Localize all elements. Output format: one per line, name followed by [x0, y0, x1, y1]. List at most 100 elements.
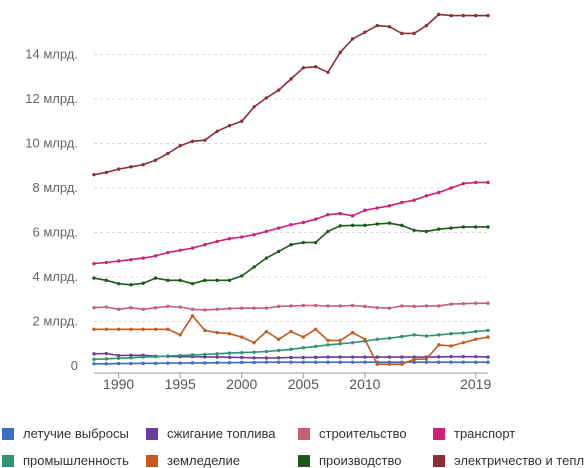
data-point [461, 354, 466, 359]
data-point [412, 333, 416, 337]
data-point [424, 357, 429, 361]
data-point [190, 281, 195, 286]
data-point [289, 223, 293, 227]
data-point [313, 303, 318, 308]
data-point [363, 208, 367, 212]
data-point [400, 223, 404, 228]
data-point [326, 355, 330, 359]
data-point [473, 13, 478, 18]
data-point [215, 239, 219, 244]
data-point [240, 350, 244, 355]
data-point [166, 327, 170, 331]
data-point [240, 235, 244, 239]
legend-label: сжигание топлива [167, 426, 276, 441]
data-point [166, 361, 170, 365]
x-axis-ticks: 1990 1995 2000 2005 2010 2019 [103, 373, 491, 392]
data-point [178, 333, 182, 337]
y-tick-label: 0 [71, 358, 78, 373]
data-point [301, 360, 306, 364]
data-point [240, 306, 244, 310]
data-point [264, 256, 269, 260]
data-point [437, 304, 441, 308]
data-point [437, 190, 441, 195]
data-point [473, 301, 478, 305]
data-point [141, 361, 145, 366]
data-point [178, 353, 182, 358]
data-point [473, 360, 478, 364]
data-point [252, 105, 256, 109]
data-point [178, 144, 182, 148]
data-point [363, 337, 367, 341]
data-point [227, 351, 232, 355]
data-point [92, 261, 96, 266]
data-point [129, 361, 133, 366]
line-chart: 0 2 млрд. 4 млрд. 6 млрд. 8 млрд. 10 млрд. 12 … [25, 12, 491, 392]
data-point [313, 355, 318, 360]
data-point [412, 304, 416, 309]
data-point [473, 329, 478, 334]
data-point [129, 165, 133, 169]
data-point [326, 70, 330, 75]
data-point [264, 306, 269, 310]
data-point [166, 250, 170, 255]
series-line [93, 222, 488, 286]
data-point [437, 333, 441, 337]
data-point [227, 355, 232, 360]
legend-label: промышленность [23, 453, 129, 468]
data-point [289, 355, 293, 360]
data-point [461, 302, 466, 306]
data-point [153, 327, 158, 331]
data-point [252, 350, 256, 354]
data-point [400, 334, 404, 339]
legend-label: земледелие [167, 453, 240, 468]
data-point [227, 278, 232, 283]
data-point [240, 274, 244, 278]
data-point [289, 360, 293, 364]
data-point [215, 307, 219, 311]
data-point [129, 257, 133, 262]
data-point [313, 217, 318, 221]
data-point [486, 301, 490, 305]
y-tick-label: 4 млрд. [33, 269, 79, 284]
series-line [93, 181, 488, 265]
data-point [363, 360, 367, 364]
data-point [461, 331, 466, 335]
x-tick-label: 1995 [165, 376, 196, 392]
data-point [104, 362, 109, 366]
data-point [153, 158, 158, 162]
data-point [203, 308, 207, 312]
data-point [104, 327, 109, 331]
data-point [104, 260, 109, 265]
data-point [190, 139, 195, 143]
data-point [424, 23, 429, 28]
data-point [276, 356, 281, 360]
data-point [449, 226, 453, 230]
data-point [203, 138, 207, 142]
data-point [153, 354, 158, 359]
data-point [473, 337, 478, 341]
data-point [252, 360, 256, 365]
data-point [424, 194, 429, 198]
data-point [240, 355, 244, 360]
legend-item: транспорт [433, 426, 515, 441]
data-point [387, 24, 392, 29]
data-point [363, 304, 367, 309]
data-point [437, 355, 441, 359]
data-point [400, 304, 404, 308]
data-point [166, 278, 170, 283]
data-point [473, 180, 478, 185]
data-point [92, 327, 96, 331]
data-point [92, 172, 96, 177]
data-point [116, 281, 121, 286]
data-point [326, 360, 330, 364]
x-tick-label: 2010 [349, 376, 380, 392]
data-point [252, 265, 256, 269]
data-point [313, 327, 318, 331]
data-point [473, 225, 478, 229]
data-point [153, 306, 158, 310]
data-point [141, 327, 145, 331]
data-point [264, 356, 269, 360]
series-lines [92, 12, 490, 366]
legend-item: сжигание топлива [146, 426, 276, 441]
data-point [363, 355, 367, 359]
